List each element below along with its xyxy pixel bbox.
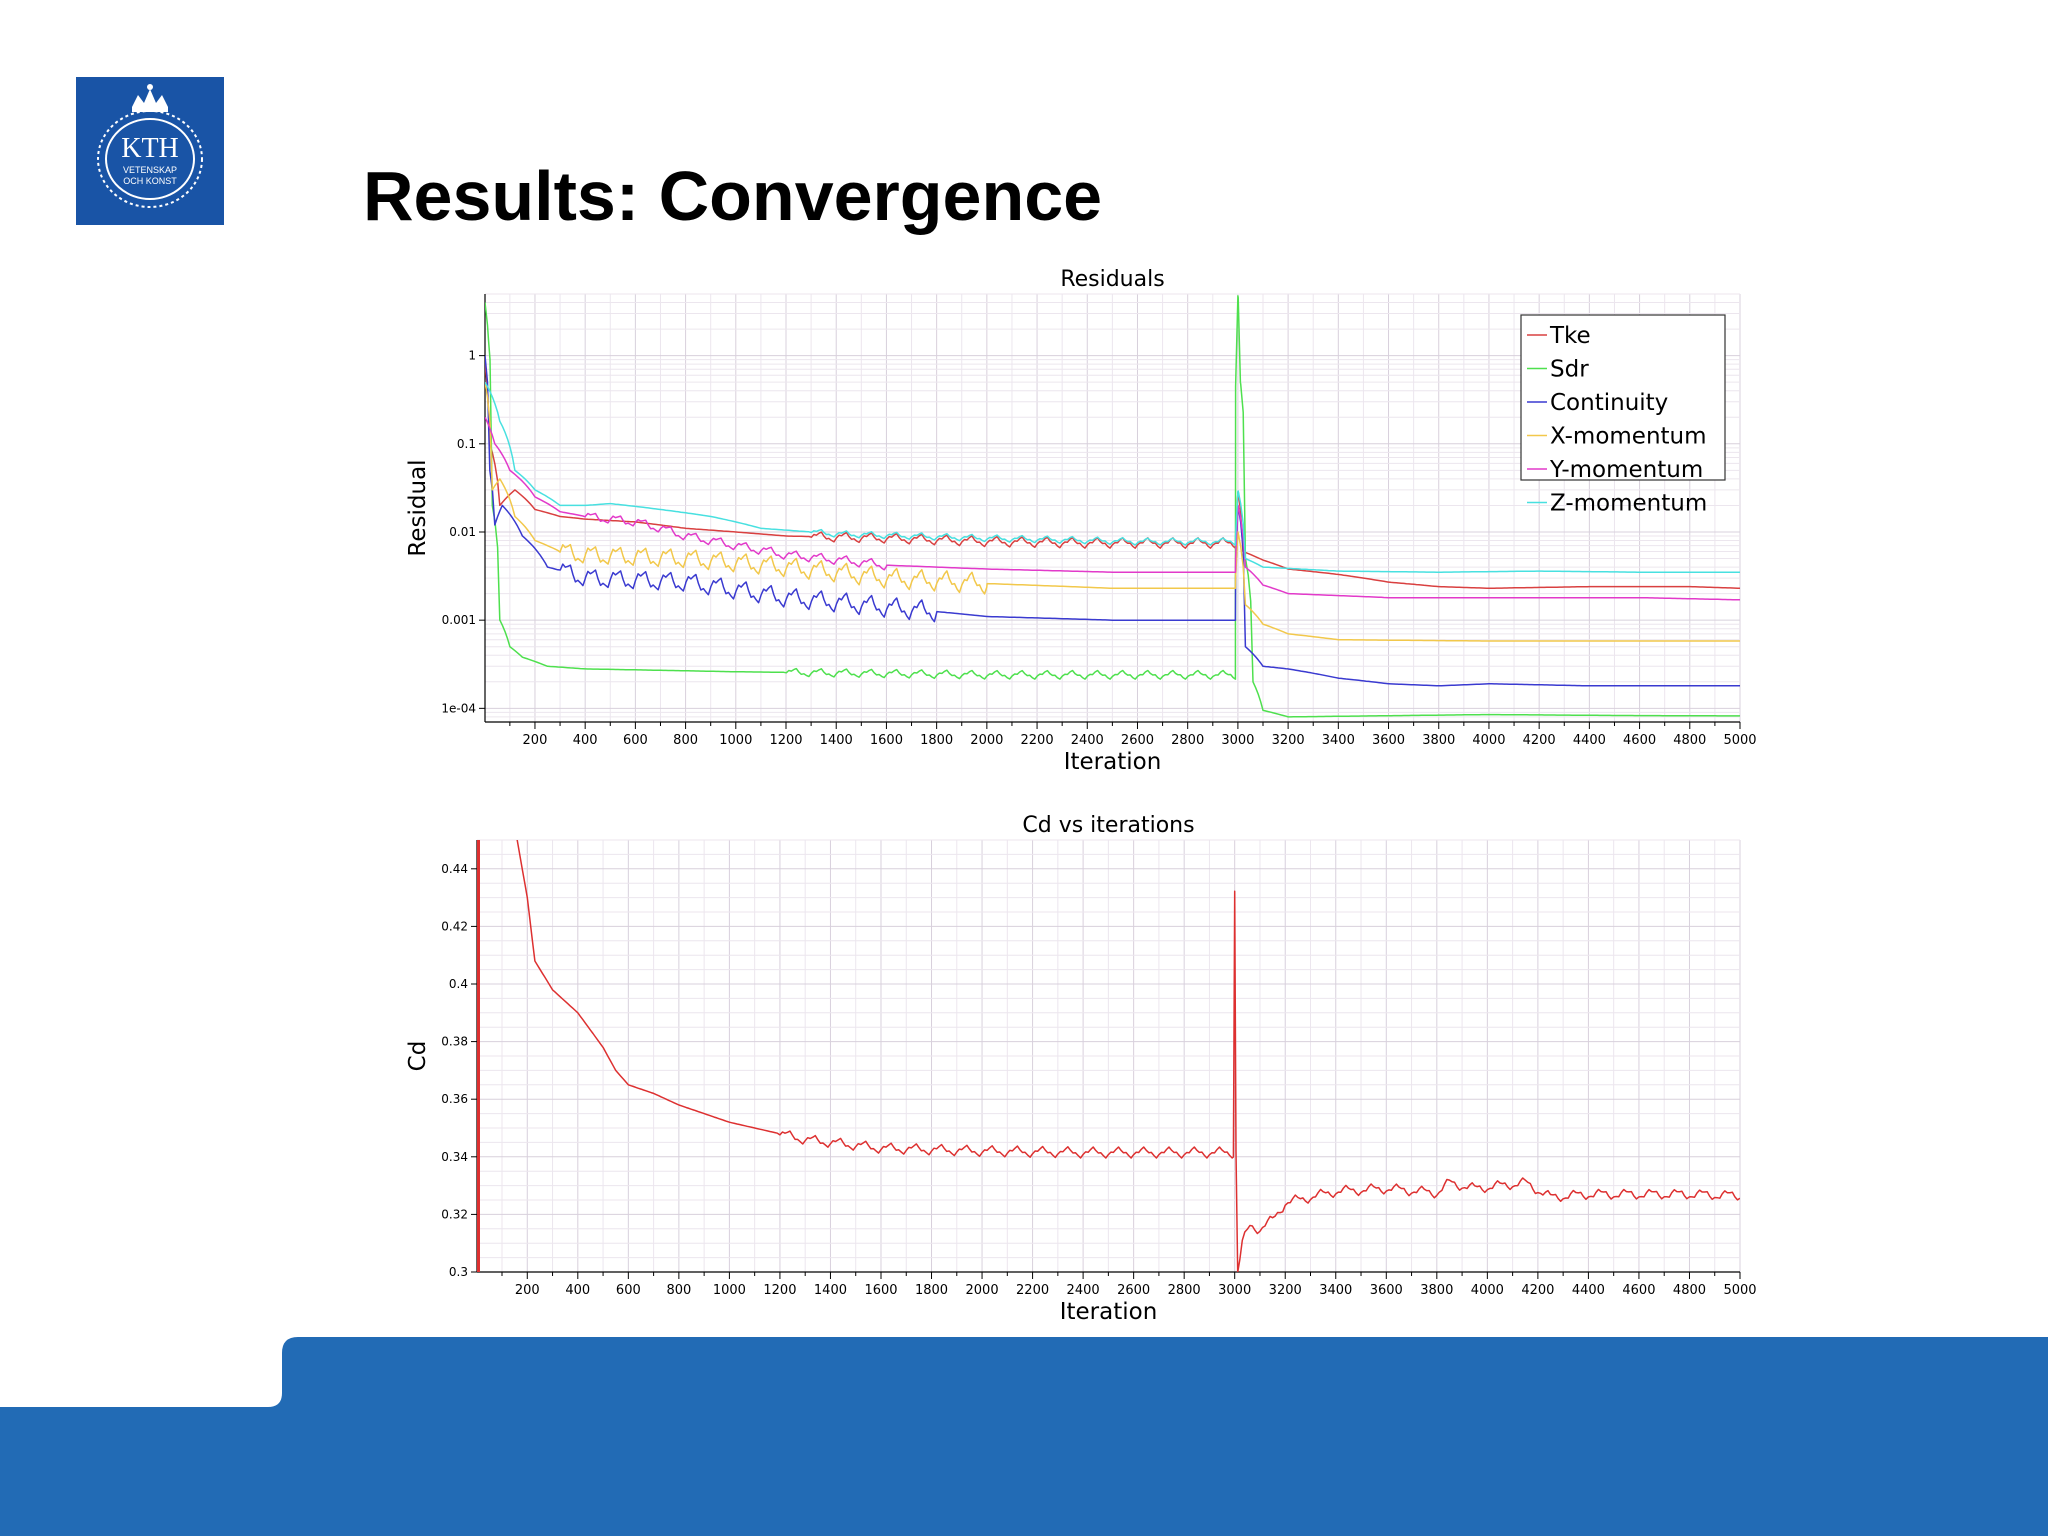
cd-x-tick-label: 4200	[1521, 1283, 1554, 1298]
residuals-y-tick-label: 0.1	[457, 437, 476, 451]
cd-y-tick-label: 0.4	[449, 977, 468, 991]
residuals-chart: 200 400 600 800 1000 1200 1400 1600 1800 2000 2200…	[405, 267, 1757, 775]
cd-x-tick-label: 3400	[1319, 1283, 1352, 1298]
logo-subtext-1: VETENSKAP	[123, 165, 177, 175]
cd-x-tick-label: 4600	[1622, 1283, 1655, 1298]
cd-x-axis-label: Iteration	[1060, 1299, 1158, 1325]
residuals-x-tick-label: 1400	[820, 733, 853, 748]
cd-x-tick-label: 2000	[966, 1283, 999, 1298]
residuals-x-tick-label: 1200	[769, 733, 802, 748]
residuals-y-tick-label: 0.001	[442, 613, 476, 627]
residuals-x-tick-label: 5000	[1723, 733, 1756, 748]
cd-x-tick-label: 3000	[1218, 1283, 1251, 1298]
cd-x-tick-label: 3200	[1269, 1283, 1302, 1298]
residuals-x-tick-label: 3000	[1221, 733, 1254, 748]
cd-y-tick-label: 0.44	[441, 862, 468, 876]
cd-x-tick-label: 1200	[763, 1283, 796, 1298]
cd-x-tick-label: 2600	[1117, 1283, 1150, 1298]
residuals-y-axis-label: Residual	[405, 459, 431, 556]
cd-x-tick-label: 1000	[713, 1283, 746, 1298]
cd-x-tick-label: 3600	[1370, 1283, 1403, 1298]
cd-chart: 200 400 600 800 1000 1200 1400 1600 1800 2000 2200…	[405, 813, 1757, 1325]
residuals-x-tick-label: 2200	[1021, 733, 1054, 748]
cd-y-tick-label: 0.42	[441, 919, 468, 933]
residuals-x-tick-label: 200	[523, 733, 548, 748]
cd-y-tick-label: 0.34	[441, 1150, 468, 1164]
footer-band	[0, 1337, 2048, 1536]
kth-logo: KTH VETENSKAP OCH KONST	[76, 77, 224, 225]
series-line-y-momentum	[485, 416, 1740, 601]
series-line-sdr	[485, 295, 1740, 718]
legend-label-z-momentum: Z-momentum	[1550, 491, 1707, 517]
residuals-x-tick-label: 2000	[970, 733, 1003, 748]
residuals-x-tick-label: 1600	[870, 733, 903, 748]
cd-x-tick-label: 2400	[1067, 1283, 1100, 1298]
logo-text: KTH	[121, 133, 179, 164]
residuals-x-tick-label: 1000	[719, 733, 752, 748]
cd-x-tick-label: 4400	[1572, 1283, 1605, 1298]
residuals-title: Residuals	[1060, 267, 1164, 292]
residuals-x-axis-label: Iteration	[1064, 749, 1162, 775]
residuals-x-tick-label: 3200	[1272, 733, 1305, 748]
residuals-x-tick-label: 4000	[1472, 733, 1505, 748]
residuals-x-tick-label: 3400	[1322, 733, 1355, 748]
residuals-x-tick-label: 4600	[1623, 733, 1656, 748]
series-line-continuity	[485, 355, 1740, 687]
series-line-z-momentum	[485, 381, 1740, 573]
residuals-x-tick-label: 4200	[1523, 733, 1556, 748]
cd-x-tick-label: 4000	[1471, 1283, 1504, 1298]
cd-x-tick-label: 600	[616, 1283, 641, 1298]
cd-x-tick-label: 1400	[814, 1283, 847, 1298]
slide-title: Results: Convergence	[363, 157, 1103, 235]
legend-box	[1520, 314, 1726, 481]
legend-label-y-momentum: Y-momentum	[1549, 457, 1703, 483]
cd-y-axis-label: Cd	[405, 1041, 431, 1072]
residuals-x-tick-label: 2800	[1171, 733, 1204, 748]
legend-label-sdr: Sdr	[1550, 357, 1589, 383]
series-line-tke	[485, 364, 1740, 590]
residuals-x-tick-label: 3800	[1422, 733, 1455, 748]
cd-x-tick-label: 3800	[1420, 1283, 1453, 1298]
cd-grid	[477, 839, 1741, 1273]
residuals-y-tick-label: 1	[468, 349, 476, 363]
residuals-x-tick-label: 2400	[1071, 733, 1104, 748]
cd-x-tick-label: 2800	[1168, 1283, 1201, 1298]
residuals-x-tick-label: 600	[623, 733, 648, 748]
legend-label-x-momentum: X-momentum	[1550, 424, 1707, 450]
residuals-legend: Tke Sdr Continuity X-momentum Y-momentum Z-mo…	[1520, 314, 1726, 517]
legend-label-tke: Tke	[1549, 323, 1591, 349]
cd-x-tick-label: 1800	[915, 1283, 948, 1298]
logo-subtext-2: OCH KONST	[123, 176, 177, 186]
cd-x-tick-label: 5000	[1723, 1283, 1756, 1298]
residuals-x-tick-label: 4800	[1673, 733, 1706, 748]
cd-y-tick-label: 0.3	[449, 1265, 468, 1279]
residuals-y-tick-label: 0.01	[449, 525, 476, 539]
residuals-x-tick-label: 400	[573, 733, 598, 748]
cd-x-tick-label: 2200	[1016, 1283, 1049, 1298]
cd-y-tick-label: 0.32	[441, 1207, 468, 1221]
residuals-x-tick-label: 3600	[1372, 733, 1405, 748]
cd-title: Cd vs iterations	[1022, 813, 1194, 838]
residuals-x-tick-label: 4400	[1573, 733, 1606, 748]
cd-x-tick-label: 4800	[1673, 1283, 1706, 1298]
series-line-x-momentum	[485, 382, 1740, 642]
series-line-cd	[516, 840, 1740, 1272]
legend-label-continuity: Continuity	[1550, 390, 1668, 416]
cd-x-tick-label: 800	[666, 1283, 691, 1298]
residuals-x-tick-label: 2600	[1121, 733, 1154, 748]
cd-x-tick-label: 1600	[864, 1283, 897, 1298]
residuals-x-tick-label: 800	[673, 733, 698, 748]
cd-y-tick-label: 0.38	[441, 1035, 468, 1049]
cd-x-tick-label: 200	[515, 1283, 540, 1298]
cd-y-tick-label: 0.36	[441, 1092, 468, 1106]
cd-x-tick-label: 400	[565, 1283, 590, 1298]
residuals-x-tick-label: 1800	[920, 733, 953, 748]
residuals-y-tick-label: 1e-04	[441, 701, 476, 715]
